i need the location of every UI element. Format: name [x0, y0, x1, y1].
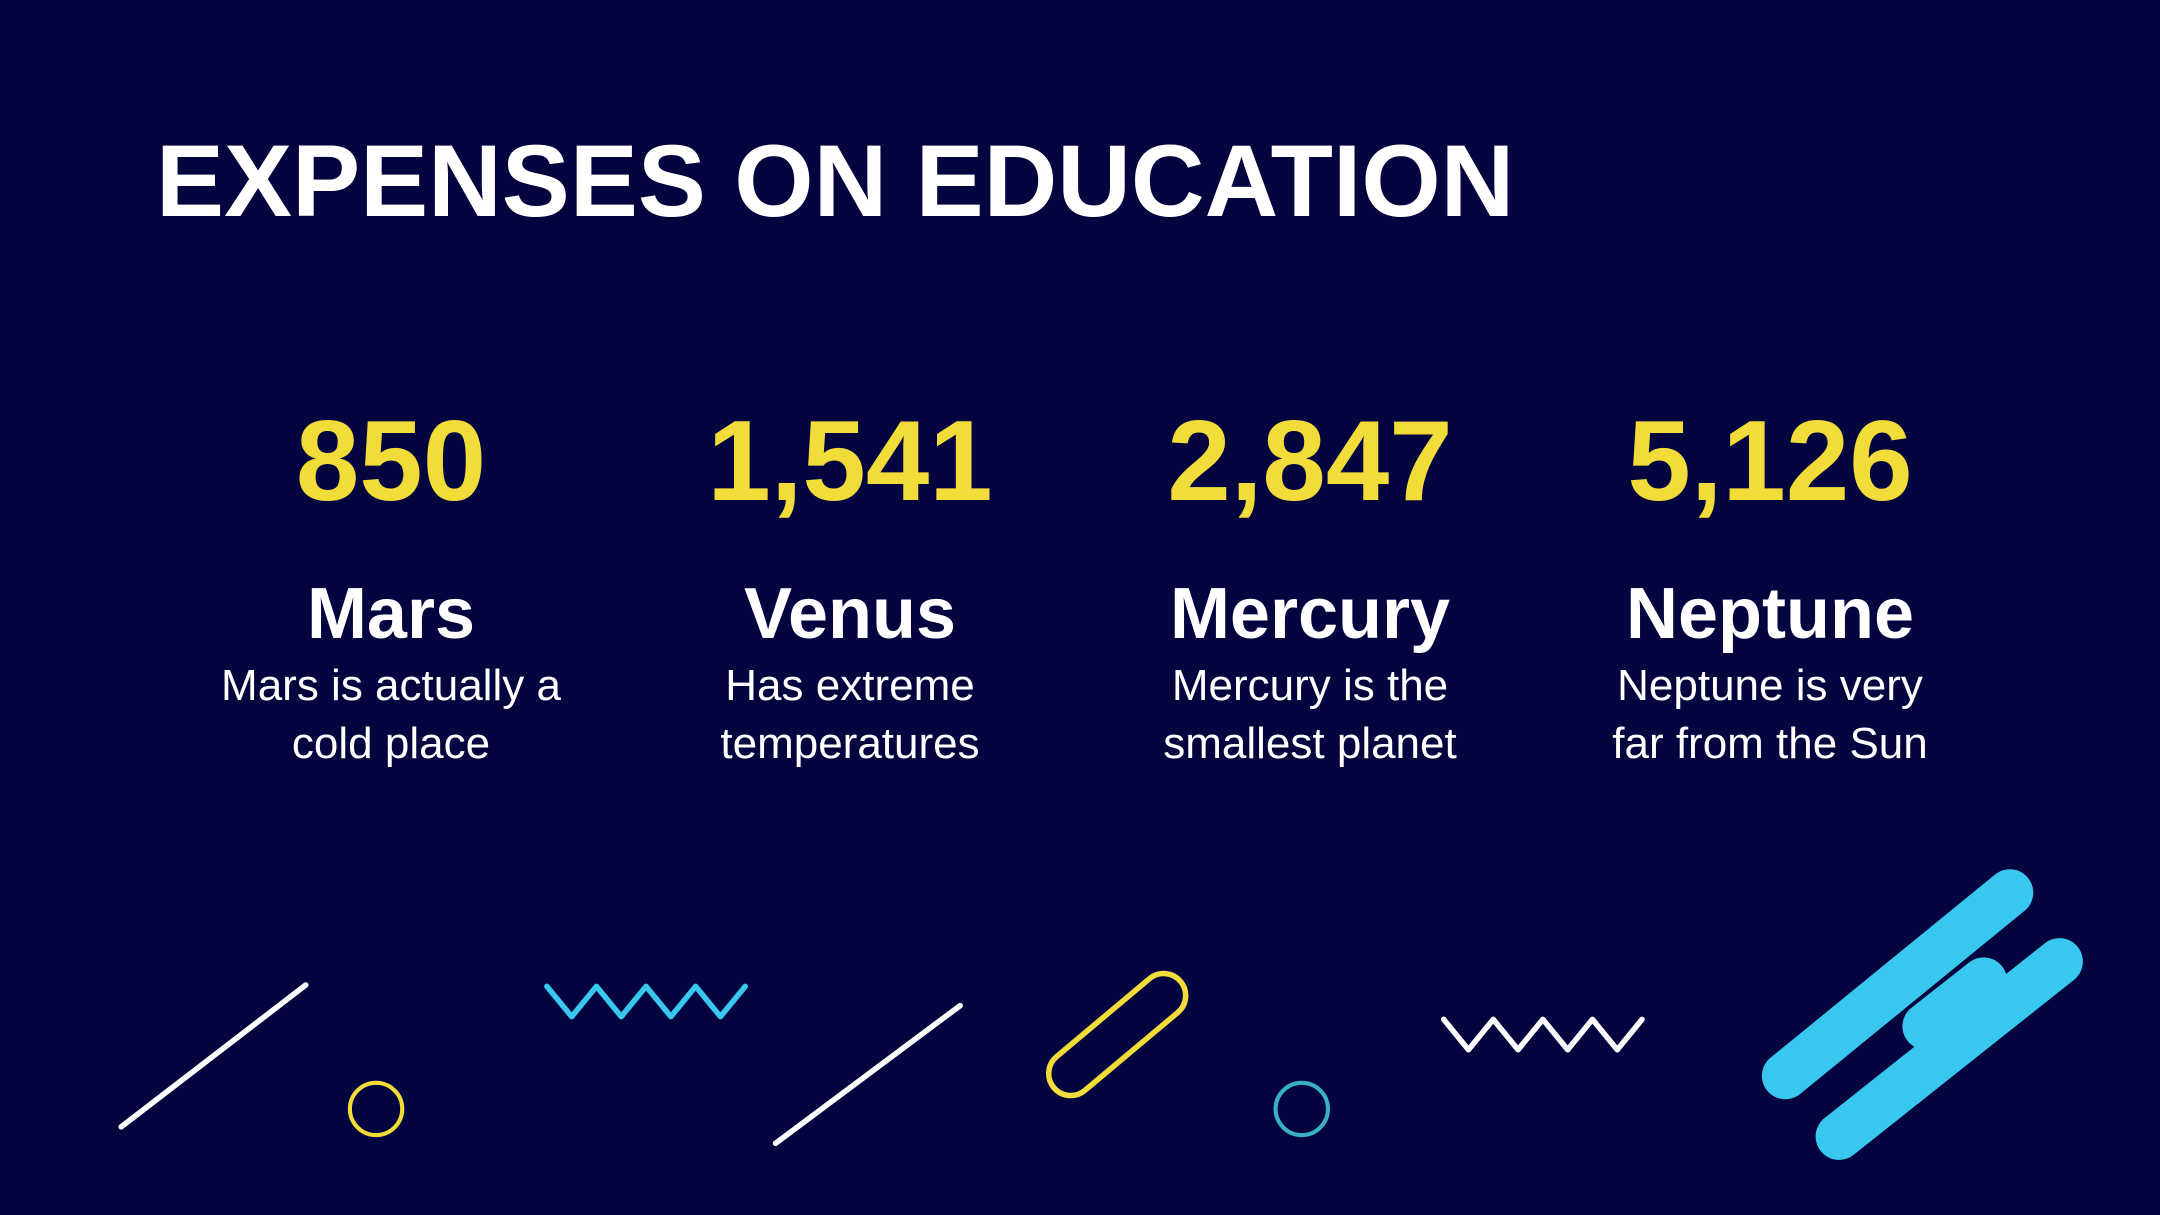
stat-column: 2,847 Mercury Mercury is the smallest plane…: [1090, 0, 1530, 1215]
stat-column: 1,541 Venus Has extreme temperatures: [630, 0, 1070, 1215]
stat-name: Mars: [306, 574, 476, 654]
deco-circle: [347, 1080, 405, 1138]
stat-name: Venus: [743, 574, 957, 654]
stat-description: Mercury is the: [1171, 661, 1449, 710]
deco-blob: [1761, 869, 2083, 1160]
stat-description: far from the Sun: [1612, 719, 1928, 768]
stat-description: smallest planet: [1163, 719, 1457, 768]
stat-name: Mercury: [1169, 574, 1451, 654]
stat-description: temperatures: [720, 719, 980, 768]
stat-name: Neptune: [1626, 574, 1914, 654]
stat-column: 5,126 Neptune Neptune is very far from the …: [1550, 0, 1990, 1215]
stat-description: Neptune is very: [1617, 661, 1923, 710]
deco-zigzag: [1440, 1016, 1645, 1053]
deco-zigzag: [544, 983, 749, 1020]
deco-circle: [1273, 1080, 1331, 1138]
stat-description: Has extreme: [725, 661, 975, 710]
stat-value: 5,126: [1627, 398, 1913, 525]
deco-line: [118, 982, 309, 1130]
stat-description: Mars is actually a: [221, 661, 561, 710]
stat-description: cold place: [291, 719, 491, 768]
slide-title: EXPENSES ON EDUCATION: [156, 124, 1515, 238]
deco-capsule: [1045, 970, 1189, 1099]
deco-line: [772, 1002, 963, 1147]
stat-value: 2,847: [1167, 398, 1453, 525]
stat-column: 850 Mars Mars is actually a cold place: [171, 0, 611, 1215]
stat-value: 1,541: [707, 398, 993, 525]
stat-value: 850: [295, 398, 487, 525]
